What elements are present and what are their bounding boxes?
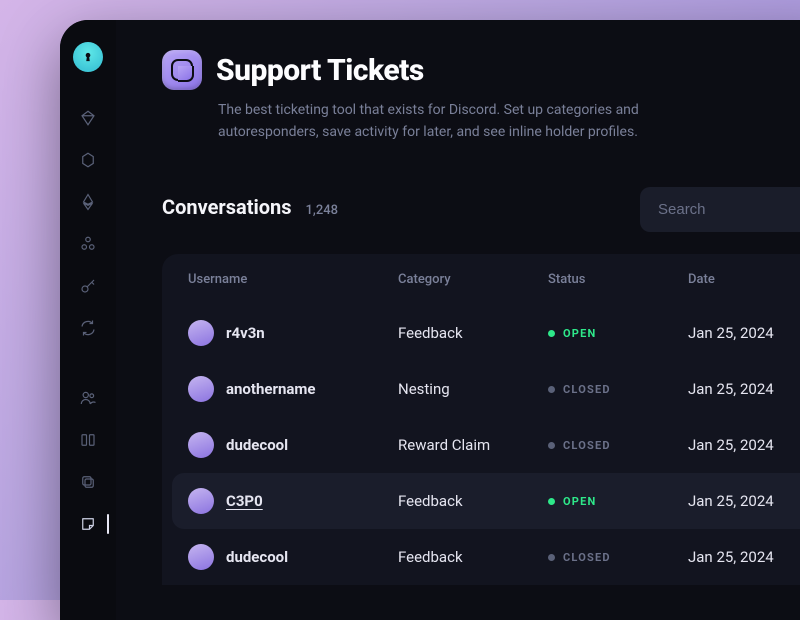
sidebar-item-panels[interactable] — [68, 422, 108, 458]
tickets-app-icon — [162, 50, 202, 90]
username-cell: dudecool — [188, 432, 398, 458]
status-cell: OPEN — [548, 495, 688, 508]
date-cell: Jan 25, 2024 — [688, 492, 800, 510]
status-dot-icon — [548, 554, 555, 561]
cluster-icon — [79, 235, 97, 253]
page-subtitle: The best ticketing tool that exists for … — [218, 100, 698, 143]
username-cell: dudecool — [188, 544, 398, 570]
table-row[interactable]: C3P0 Feedback OPEN Jan 25, 2024 — [172, 473, 800, 529]
table-row[interactable]: dudecool Feedback CLOSED Jan 25, 2024 — [162, 529, 800, 585]
sidebar-item-hexagon[interactable] — [68, 142, 108, 178]
status-dot-icon — [548, 330, 555, 337]
status-cell: CLOSED — [548, 383, 688, 396]
sidebar-item-copy[interactable] — [68, 464, 108, 500]
sidebar-item-diamond[interactable] — [68, 100, 108, 136]
sidebar-item-sync[interactable] — [68, 310, 108, 346]
col-date: Date — [688, 272, 800, 287]
app-window: Support Tickets The best ticketing tool … — [60, 20, 800, 620]
table-row[interactable]: r4v3n Feedback OPEN Jan 25, 2024 — [162, 305, 800, 361]
panels-icon — [79, 431, 97, 449]
sidebar-item-eth[interactable] — [68, 184, 108, 220]
sidebar-item-key[interactable] — [68, 268, 108, 304]
page-title: Support Tickets — [216, 53, 424, 88]
col-category: Category — [398, 272, 548, 287]
date-cell: Jan 25, 2024 — [688, 548, 800, 566]
ethereum-icon — [79, 193, 97, 211]
col-status: Status — [548, 272, 688, 287]
sidebar — [60, 20, 116, 620]
title-row: Support Tickets — [162, 50, 800, 90]
status-label: CLOSED — [563, 439, 611, 452]
username: r4v3n — [226, 324, 265, 342]
status-dot-icon — [548, 442, 555, 449]
status-cell: OPEN — [548, 327, 688, 340]
sidebar-item-tickets[interactable] — [68, 506, 108, 542]
category-cell: Nesting — [398, 380, 548, 398]
sidebar-item-cluster[interactable] — [68, 226, 108, 262]
sidebar-group-bottom — [68, 380, 108, 542]
status-cell: CLOSED — [548, 439, 688, 452]
username-cell: C3P0 — [188, 488, 398, 514]
keyhole-icon — [81, 50, 95, 64]
status-label: OPEN — [563, 327, 596, 340]
sync-icon — [79, 319, 97, 337]
username: C3P0 — [226, 492, 263, 510]
status-label: CLOSED — [563, 383, 611, 396]
col-username: Username — [188, 272, 398, 287]
conversations-heading: Conversations — [162, 195, 292, 219]
table-row[interactable]: dudecool Reward Claim CLOSED Jan 25, 2024 — [162, 417, 800, 473]
category-cell: Feedback — [398, 492, 548, 510]
sidebar-item-users[interactable] — [68, 380, 108, 416]
conversations-count: 1,248 — [306, 203, 338, 218]
category-cell: Feedback — [398, 548, 548, 566]
status-label: OPEN — [563, 495, 596, 508]
table-body: r4v3nFeedbackOPENJan 25, 2024anothername… — [162, 305, 800, 585]
date-cell: Jan 25, 2024 — [688, 324, 800, 342]
app-logo[interactable] — [73, 42, 103, 72]
diamond-icon — [79, 109, 97, 127]
sidebar-group-top — [68, 100, 108, 346]
avatar — [188, 376, 214, 402]
table-row[interactable]: anothername Nesting CLOSED Jan 25, 2024 — [162, 361, 800, 417]
key-icon — [79, 277, 97, 295]
avatar — [188, 488, 214, 514]
username: anothername — [226, 380, 316, 398]
avatar — [188, 432, 214, 458]
date-cell: Jan 25, 2024 — [688, 380, 800, 398]
username: dudecool — [226, 436, 288, 454]
status-dot-icon — [548, 498, 555, 505]
avatar — [188, 544, 214, 570]
users-icon — [79, 389, 97, 407]
category-cell: Reward Claim — [398, 436, 548, 454]
copy-icon — [79, 473, 97, 491]
category-cell: Feedback — [398, 324, 548, 342]
table-header: Username Category Status Date — [162, 272, 800, 305]
username-cell: anothername — [188, 376, 398, 402]
status-cell: CLOSED — [548, 551, 688, 564]
status-label: CLOSED — [563, 551, 611, 564]
username-cell: r4v3n — [188, 320, 398, 346]
hexagon-icon — [79, 151, 97, 169]
sticker-icon — [79, 515, 97, 533]
avatar — [188, 320, 214, 346]
search-input[interactable] — [640, 187, 800, 232]
conversations-header: Conversations 1,248 — [162, 187, 800, 232]
main-panel: Support Tickets The best ticketing tool … — [116, 20, 800, 620]
date-cell: Jan 25, 2024 — [688, 436, 800, 454]
username: dudecool — [226, 548, 288, 566]
status-dot-icon — [548, 386, 555, 393]
conversations-table: Username Category Status Date r4v3n Feedb… — [162, 254, 800, 585]
